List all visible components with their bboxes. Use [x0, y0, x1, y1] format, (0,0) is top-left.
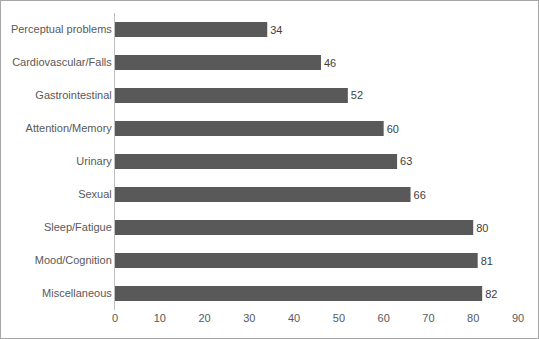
svg-text:Miscellaneous: Miscellaneous	[42, 287, 112, 299]
svg-text:82: 82	[485, 288, 497, 300]
svg-text:66: 66	[414, 189, 426, 201]
svg-text:50: 50	[333, 312, 345, 324]
svg-text:Cardiovascular/Falls: Cardiovascular/Falls	[12, 56, 112, 68]
svg-text:30: 30	[243, 312, 255, 324]
svg-text:52: 52	[351, 89, 363, 101]
svg-text:Sleep/Fatigue: Sleep/Fatigue	[44, 221, 112, 233]
svg-text:10: 10	[154, 312, 166, 324]
svg-text:Sexual: Sexual	[78, 188, 112, 200]
svg-text:0: 0	[112, 312, 118, 324]
svg-text:63: 63	[400, 155, 412, 167]
svg-text:Perceptual problems: Perceptual problems	[11, 23, 112, 35]
svg-text:34: 34	[270, 24, 282, 36]
svg-text:90: 90	[512, 312, 524, 324]
svg-text:Attention/Memory: Attention/Memory	[26, 122, 113, 134]
svg-text:80: 80	[467, 312, 479, 324]
svg-text:20: 20	[198, 312, 210, 324]
svg-text:81: 81	[481, 255, 493, 267]
svg-text:60: 60	[387, 123, 399, 135]
svg-text:80: 80	[476, 222, 488, 234]
svg-text:60: 60	[378, 312, 390, 324]
svg-text:Mood/Cognition: Mood/Cognition	[35, 254, 112, 266]
svg-text:40: 40	[288, 312, 300, 324]
svg-text:Gastrointestinal: Gastrointestinal	[35, 89, 111, 101]
svg-text:70: 70	[422, 312, 434, 324]
svg-text:46: 46	[324, 57, 336, 69]
svg-text:Urinary: Urinary	[76, 155, 112, 167]
